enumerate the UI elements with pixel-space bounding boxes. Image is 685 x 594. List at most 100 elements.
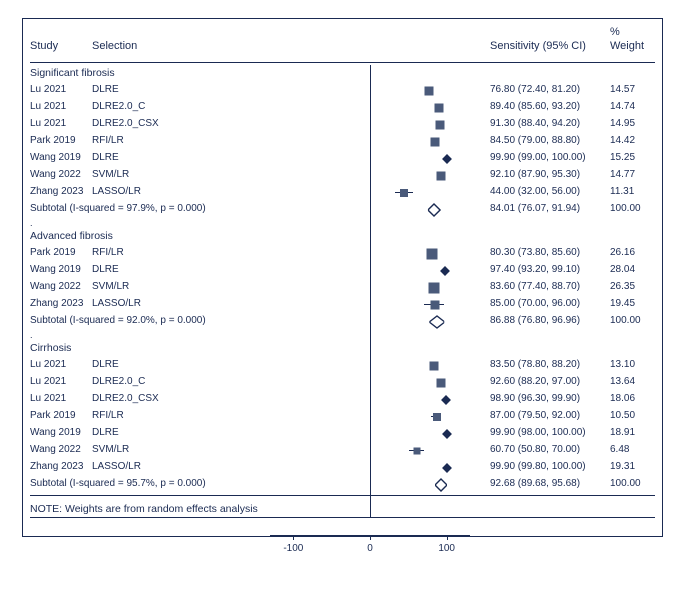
- subtotal-label: Subtotal (I-squared = 97.9%, p = 0.000): [30, 203, 206, 214]
- subtotal-label: Subtotal (I-squared = 95.7%, p = 0.000): [30, 478, 206, 489]
- weight-text: 14.74: [610, 101, 635, 112]
- selection-label: RFI/LR: [92, 410, 124, 421]
- subtotal-row: Subtotal (I-squared = 95.7%, p = 0.000) 9…: [30, 476, 655, 493]
- study-row: Lu 2021 DLRE2.0_C 89.40 (85.60, 93.20) 14.7…: [30, 99, 655, 116]
- study-row: Lu 2021DLRE2.0_CSX91.30 (88.40, 94.20)14…: [30, 116, 655, 133]
- study-label: Wang 2022: [30, 281, 81, 292]
- subtotal-weight: 100.00: [610, 315, 641, 326]
- point-square-icon: [430, 137, 439, 146]
- study-label: Lu 2021: [30, 84, 66, 95]
- study-row: Wang 2019 DLRE 97.40 (93.20, 99.10) 28.04: [30, 262, 655, 279]
- header-percent: %: [610, 26, 620, 38]
- study-label: Wang 2022: [30, 444, 81, 455]
- point-square-icon: [434, 103, 443, 112]
- weight-text: 19.31: [610, 461, 635, 472]
- study-row: Wang 2022 SVM/LR 60.70 (50.80, 70.00) 6.48: [30, 442, 655, 459]
- selection-label: RFI/LR: [92, 135, 124, 146]
- divider-line: [30, 517, 655, 518]
- selection-label: SVM/LR: [92, 444, 129, 455]
- ci-text: 44.00 (32.00, 56.00): [490, 186, 580, 197]
- selection-label: DLRE: [92, 152, 119, 163]
- study-label: Lu 2021: [30, 101, 66, 112]
- group-title-text: Cirrhosis: [30, 342, 71, 354]
- weight-text: 11.31: [610, 186, 634, 197]
- selection-label: SVM/LR: [92, 281, 129, 292]
- weight-text: 6.48: [610, 444, 629, 455]
- header-sensitivity: Sensitivity (95% CI): [490, 40, 586, 52]
- study-row: Park 2019RFI/LR80.30 (73.80, 85.60)26.16: [30, 245, 655, 262]
- study-label: Park 2019: [30, 410, 76, 421]
- weight-text: 14.57: [610, 84, 635, 95]
- study-row: Lu 2021 DLRE 76.80 (72.40, 81.20) 14.57: [30, 82, 655, 99]
- study-row: Wang 2019 DLRE 99.90 (98.00, 100.00) 18.91: [30, 425, 655, 442]
- study-label: Wang 2019: [30, 427, 81, 438]
- weight-text: 19.45: [610, 298, 635, 309]
- ci-text: 85.00 (70.00, 96.00): [490, 298, 580, 309]
- subtotal-ci: 84.01 (76.07, 91.94): [490, 203, 580, 214]
- point-square-icon: [436, 171, 445, 180]
- subtotal-weight: 100.00: [610, 478, 641, 489]
- point-square-icon: [426, 248, 437, 259]
- study-row: Zhang 2023 LASSO/LR 85.00 (70.00, 96.00) 19…: [30, 296, 655, 313]
- group-separator: .: [30, 330, 33, 339]
- study-row: Park 2019RFI/LR84.50 (79.00, 88.80)14.42: [30, 133, 655, 150]
- subtotal-ci: 92.68 (89.68, 95.68): [490, 478, 580, 489]
- weight-text: 28.04: [610, 264, 635, 275]
- forest-plot-page: Study Selection Sensitivity (95% CI) % W…: [0, 0, 685, 594]
- ci-text: 84.50 (79.00, 88.80): [490, 135, 580, 146]
- point-diamond-icon: [442, 154, 452, 164]
- ci-text: 80.30 (73.80, 85.60): [490, 247, 580, 258]
- subtotal-label: Subtotal (I-squared = 92.0%, p = 0.000): [30, 315, 206, 326]
- selection-label: RFI/LR: [92, 247, 124, 258]
- header-study: Study: [30, 40, 58, 52]
- selection-label: SVM/LR: [92, 169, 129, 180]
- ci-text: 60.70 (50.80, 70.00): [490, 444, 580, 455]
- study-label: Zhang 2023: [30, 298, 83, 309]
- selection-label: DLRE2.0_CSX: [92, 393, 159, 404]
- ci-text: 99.90 (98.00, 100.00): [490, 427, 586, 438]
- study-label: Lu 2021: [30, 359, 66, 370]
- point-square-icon: [436, 378, 445, 387]
- subtotal-diamond-icon: [435, 478, 447, 492]
- ci-text: 89.40 (85.60, 93.20): [490, 101, 580, 112]
- study-label: Zhang 2023: [30, 461, 83, 472]
- study-row: Lu 2021DLRE83.50 (78.80, 88.20)13.10: [30, 357, 655, 374]
- header-weight: Weight: [610, 40, 644, 52]
- subtotal-ci: 86.88 (76.80, 96.96): [490, 315, 580, 326]
- study-label: Wang 2019: [30, 264, 81, 275]
- selection-label: DLRE: [92, 264, 119, 275]
- subtotal-row: Subtotal (I-squared = 97.9%, p = 0.000) 8…: [30, 201, 655, 218]
- ci-text: 91.30 (88.40, 94.20): [490, 118, 580, 129]
- selection-label: DLRE2.0_C: [92, 101, 145, 112]
- study-label: Park 2019: [30, 247, 76, 258]
- weight-text: 18.91: [610, 427, 635, 438]
- group-title: Cirrhosis: [30, 340, 655, 357]
- study-row: Park 2019RFI/LR87.00 (79.50, 92.00)10.50: [30, 408, 655, 425]
- weight-text: 13.10: [610, 359, 635, 370]
- ci-text: 83.60 (77.40, 88.70): [490, 281, 580, 292]
- weight-text: 14.42: [610, 135, 635, 146]
- selection-label: LASSO/LR: [92, 298, 141, 309]
- selection-label: LASSO/LR: [92, 186, 141, 197]
- study-row: Zhang 2023LASSO/LR99.90 (99.80, 100.00)1…: [30, 459, 655, 476]
- study-row: Wang 2019DLRE99.90 (99.00, 100.00)15.25: [30, 150, 655, 167]
- group-title: Advanced fibrosis: [30, 228, 655, 245]
- point-square-icon: [429, 282, 440, 293]
- selection-label: DLRE: [92, 84, 119, 95]
- ci-text: 97.40 (93.20, 99.10): [490, 264, 580, 275]
- study-label: Lu 2021: [30, 118, 66, 129]
- divider-line: [30, 62, 655, 63]
- ci-text: 92.60 (88.20, 97.00): [490, 376, 580, 387]
- subtotal-diamond-icon: [428, 203, 440, 217]
- selection-label: LASSO/LR: [92, 461, 141, 472]
- point-square-icon: [400, 189, 408, 197]
- point-square-icon: [433, 413, 441, 421]
- group-title: Significant fibrosis: [30, 65, 655, 82]
- ci-text: 99.90 (99.00, 100.00): [490, 152, 586, 163]
- ci-text: 76.80 (72.40, 81.20): [490, 84, 580, 95]
- header-selection: Selection: [92, 40, 137, 52]
- ci-text: 98.90 (96.30, 99.90): [490, 393, 580, 404]
- weight-text: 14.77: [610, 169, 635, 180]
- point-square-icon: [431, 300, 440, 309]
- selection-label: DLRE: [92, 427, 119, 438]
